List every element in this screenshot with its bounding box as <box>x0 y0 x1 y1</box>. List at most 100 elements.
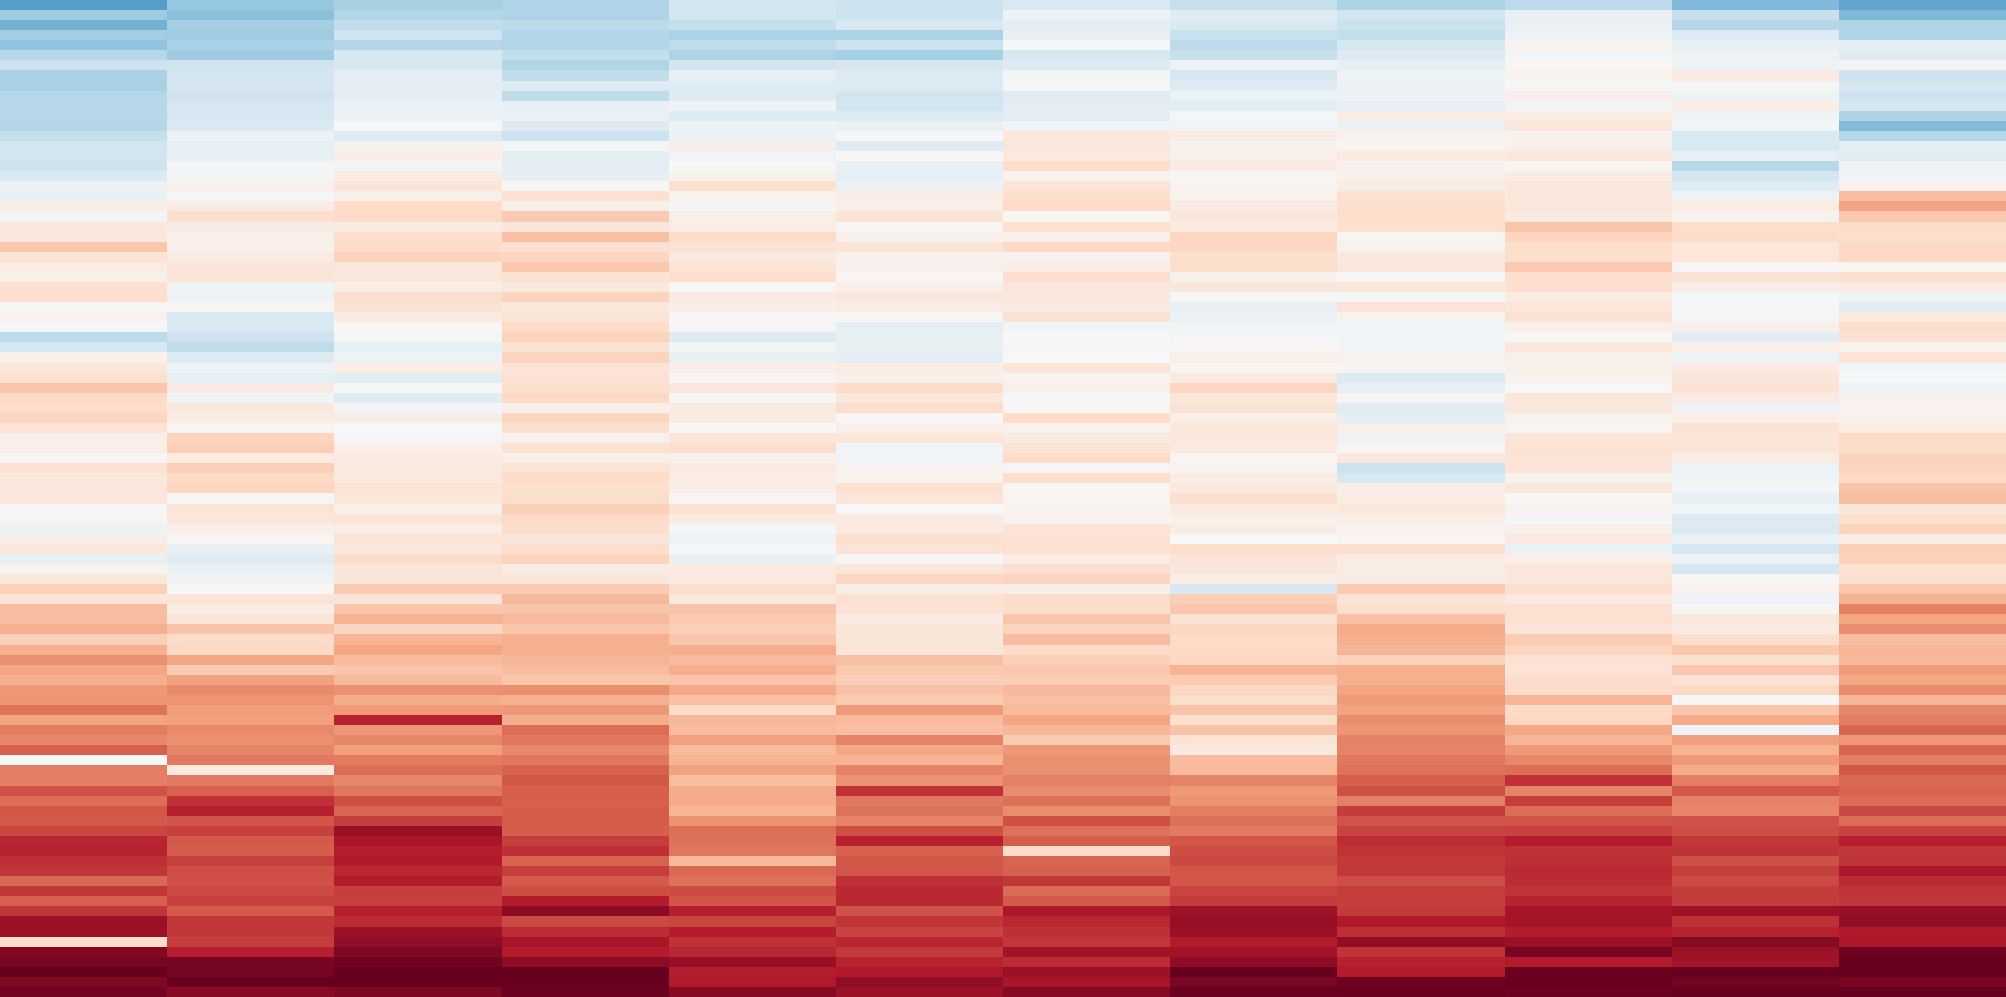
heatmap-cell <box>1672 624 1839 634</box>
heatmap-cell <box>334 423 502 433</box>
heatmap-cell <box>1170 755 1337 765</box>
heatmap-cell <box>1337 786 1505 796</box>
heatmap-cell <box>167 755 334 765</box>
heatmap-cell <box>836 836 1003 846</box>
heatmap-cell <box>669 201 836 211</box>
heatmap-cell <box>334 504 502 514</box>
heatmap-cell <box>1672 775 1839 786</box>
heatmap-cell <box>167 141 334 151</box>
heatmap-cell <box>1839 927 2006 937</box>
heatmap-cell <box>669 846 836 856</box>
heatmap-cell <box>334 705 502 715</box>
heatmap-cell <box>1170 292 1337 302</box>
heatmap-cell <box>167 272 334 282</box>
heatmap-cell <box>0 967 167 977</box>
heatmap-cell <box>334 695 502 705</box>
heatmap-cell <box>1003 332 1170 342</box>
heatmap-cell <box>1003 796 1170 806</box>
heatmap-cell <box>1839 373 2006 383</box>
heatmap-cell <box>1672 222 1839 232</box>
heatmap-cell <box>836 222 1003 232</box>
heatmap-cell <box>0 685 167 695</box>
heatmap-cell <box>167 846 334 856</box>
heatmap-cell <box>669 695 836 705</box>
heatmap-cell <box>334 614 502 624</box>
heatmap-cell <box>836 544 1003 554</box>
heatmap-cell <box>1505 624 1672 634</box>
heatmap-cell <box>1839 514 2006 524</box>
heatmap-cell <box>669 423 836 433</box>
heatmap-cell <box>669 131 836 141</box>
heatmap-cell <box>502 594 669 604</box>
heatmap-cell <box>167 60 334 70</box>
heatmap-cell <box>334 554 502 564</box>
heatmap-cell <box>167 594 334 604</box>
heatmap-cell <box>1337 584 1505 594</box>
heatmap-cell <box>1337 262 1505 272</box>
heatmap-cell <box>1505 242 1672 252</box>
heatmap-cell <box>669 473 836 483</box>
heatmap-cell <box>1170 60 1337 70</box>
heatmap-cell <box>1337 141 1505 151</box>
heatmap-cell <box>1337 363 1505 373</box>
heatmap-cell <box>1170 181 1337 191</box>
heatmap-cell <box>167 564 334 574</box>
heatmap-cell <box>669 50 836 60</box>
heatmap-cell <box>1839 332 2006 342</box>
heatmap-cell <box>1170 715 1337 725</box>
heatmap-cell <box>334 322 502 332</box>
heatmap-cell <box>1170 856 1337 866</box>
heatmap-cell <box>836 20 1003 30</box>
heatmap-cell <box>167 413 334 423</box>
heatmap-cell <box>334 645 502 655</box>
heatmap-cell <box>836 906 1003 916</box>
heatmap-cell <box>0 856 167 866</box>
heatmap-cell <box>1337 171 1505 181</box>
heatmap-cell <box>1839 121 2006 131</box>
heatmap-cell <box>1337 645 1505 655</box>
heatmap-cell <box>1003 282 1170 292</box>
heatmap-cell <box>1170 242 1337 252</box>
heatmap-cell <box>1672 493 1839 504</box>
heatmap-cell <box>669 453 836 463</box>
heatmap-cell <box>0 181 167 191</box>
heatmap-cell <box>502 171 669 181</box>
heatmap-cell <box>1003 463 1170 473</box>
heatmap-cell <box>1170 131 1337 141</box>
heatmap-cell <box>1170 393 1337 403</box>
heatmap-cell <box>1505 211 1672 222</box>
heatmap-cell <box>1337 906 1505 916</box>
heatmap-cell <box>1672 745 1839 755</box>
heatmap-cell <box>1839 161 2006 171</box>
heatmap-cell <box>0 211 167 222</box>
heatmap-cell <box>167 352 334 363</box>
heatmap-cell <box>1003 91 1170 101</box>
heatmap-cell <box>334 826 502 836</box>
heatmap-cell <box>502 272 669 282</box>
heatmap-cell <box>1672 594 1839 604</box>
heatmap-cell <box>502 201 669 211</box>
heatmap-cell <box>502 60 669 70</box>
heatmap-cell <box>1505 252 1672 262</box>
heatmap-cell <box>1672 151 1839 161</box>
heatmap-cell <box>1839 393 2006 403</box>
heatmap-cell <box>1505 957 1672 967</box>
heatmap-cell <box>1337 393 1505 403</box>
heatmap-cell <box>1170 594 1337 604</box>
heatmap-cell <box>1839 363 2006 373</box>
heatmap-cell <box>1505 121 1672 131</box>
heatmap-cell <box>334 222 502 232</box>
heatmap-cell <box>1170 916 1337 927</box>
heatmap-cell <box>1170 937 1337 947</box>
heatmap-cell <box>1337 564 1505 574</box>
heatmap-cell <box>669 735 836 745</box>
heatmap-cell <box>0 111 167 121</box>
heatmap-cell <box>1170 91 1337 101</box>
heatmap-cell <box>1003 745 1170 755</box>
heatmap-cell <box>836 725 1003 735</box>
heatmap-cell <box>1839 20 2006 30</box>
heatmap-cell <box>0 312 167 322</box>
heatmap-cell <box>1672 725 1839 735</box>
heatmap-cell <box>1505 705 1672 715</box>
heatmap-cell <box>1505 564 1672 574</box>
